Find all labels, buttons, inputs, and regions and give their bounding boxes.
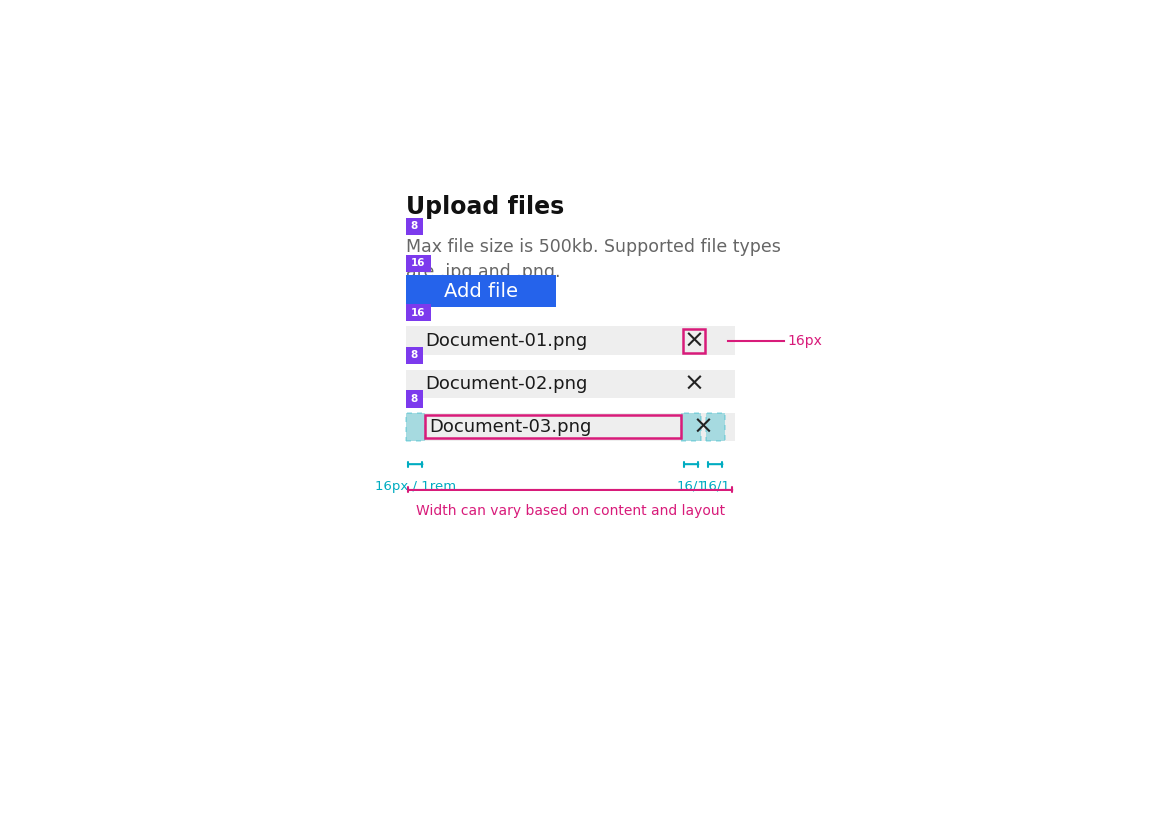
Text: Add file: Add file: [444, 282, 518, 301]
Text: Width can vary based on content and layout: Width can vary based on content and layo…: [416, 504, 725, 518]
Text: ×: ×: [683, 328, 705, 353]
Text: 8: 8: [410, 394, 418, 404]
Text: 8: 8: [410, 221, 418, 231]
Text: 16px / 1rem: 16px / 1rem: [374, 480, 456, 493]
Text: ×: ×: [692, 415, 714, 439]
Text: Document-03.png: Document-03.png: [430, 417, 592, 435]
Text: Document-02.png: Document-02.png: [425, 375, 588, 393]
FancyBboxPatch shape: [406, 327, 735, 355]
FancyBboxPatch shape: [705, 413, 726, 441]
FancyBboxPatch shape: [406, 255, 431, 272]
Text: Max file size is 500kb. Supported file types
are .jpg and .png.: Max file size is 500kb. Supported file t…: [406, 238, 780, 281]
Text: 8: 8: [410, 350, 418, 360]
FancyBboxPatch shape: [406, 304, 431, 321]
FancyBboxPatch shape: [406, 413, 735, 441]
Text: 16/1: 16/1: [676, 480, 706, 493]
Text: ×: ×: [683, 372, 705, 396]
FancyBboxPatch shape: [406, 275, 556, 307]
FancyBboxPatch shape: [406, 370, 735, 398]
Text: Document-01.png: Document-01.png: [425, 332, 588, 350]
FancyBboxPatch shape: [406, 346, 423, 364]
FancyBboxPatch shape: [406, 217, 423, 235]
Text: Upload files: Upload files: [406, 194, 563, 219]
Text: 16: 16: [411, 307, 425, 318]
FancyBboxPatch shape: [406, 413, 425, 441]
Text: 16: 16: [411, 258, 425, 269]
Text: 16/1: 16/1: [700, 480, 730, 493]
FancyBboxPatch shape: [406, 390, 423, 408]
Text: 16px: 16px: [788, 333, 823, 347]
FancyBboxPatch shape: [682, 413, 702, 441]
